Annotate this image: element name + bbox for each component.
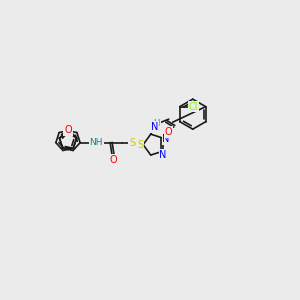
Text: O: O (165, 127, 172, 137)
Text: O: O (109, 154, 117, 165)
Text: NH: NH (89, 138, 103, 147)
Text: N: N (151, 122, 158, 132)
Text: O: O (64, 125, 72, 135)
Text: S: S (137, 140, 143, 150)
Text: S: S (129, 138, 135, 148)
Text: H: H (154, 119, 160, 128)
Text: N: N (159, 150, 167, 160)
Text: N: N (162, 134, 170, 144)
Text: Cl: Cl (189, 102, 199, 112)
